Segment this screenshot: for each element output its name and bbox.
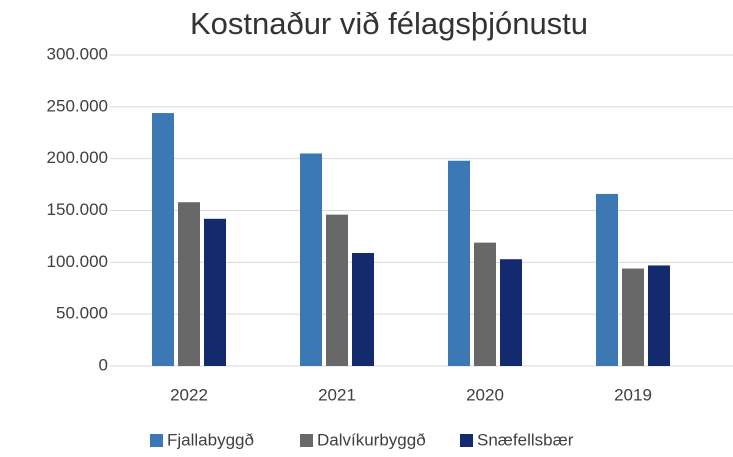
bar — [500, 259, 522, 366]
legend-label: Fjallabyggð — [167, 430, 254, 449]
y-tick-label: 0 — [99, 355, 108, 374]
y-tick-label: 250.000 — [47, 96, 108, 115]
bar — [596, 193, 618, 366]
x-tick-label: 2020 — [466, 385, 504, 404]
bar — [448, 160, 470, 366]
bar — [648, 265, 670, 366]
bar — [178, 202, 200, 366]
y-tick-label: 200.000 — [47, 148, 108, 167]
chart-title: Kostnaður við félagsþjónustu — [190, 6, 588, 41]
bar — [622, 268, 644, 366]
y-tick-label: 300.000 — [47, 44, 108, 63]
bar — [152, 113, 174, 366]
legend-label: Dalvíkurbyggð — [317, 430, 426, 449]
x-tick-label: 2021 — [318, 385, 356, 404]
legend-swatch — [460, 434, 473, 447]
legend-label: Snæfellsbær — [477, 430, 574, 449]
x-tick-label: 2019 — [614, 385, 652, 404]
y-tick-label: 100.000 — [47, 252, 108, 271]
y-tick-label: 150.000 — [47, 200, 108, 219]
x-tick-label: 2022 — [170, 385, 208, 404]
y-tick-label: 50.000 — [56, 304, 108, 323]
bar — [474, 242, 496, 366]
bar — [300, 153, 322, 366]
bar — [326, 214, 348, 366]
bar — [204, 218, 226, 366]
legend-swatch — [300, 434, 313, 447]
bar — [352, 253, 374, 366]
legend-swatch — [150, 434, 163, 447]
